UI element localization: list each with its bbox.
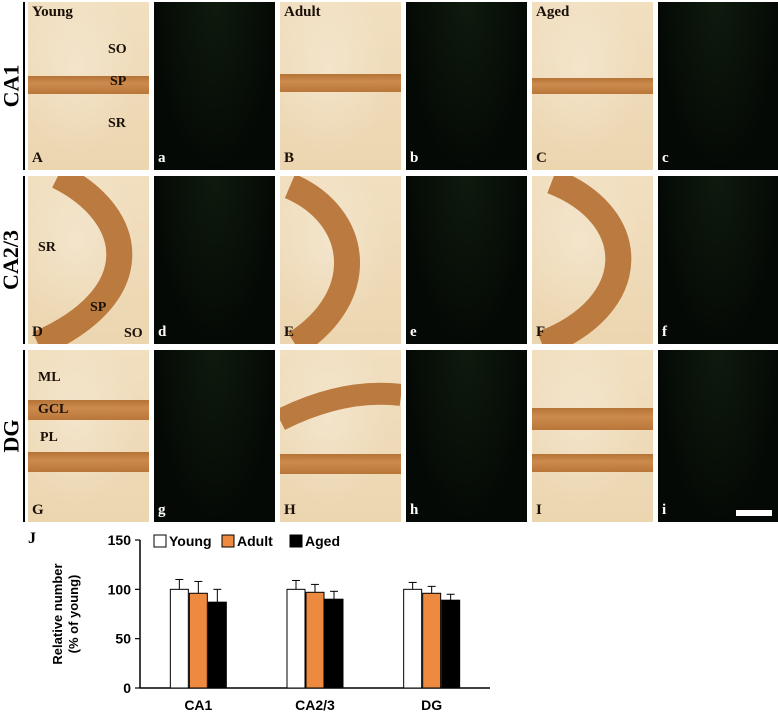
panel-g: g xyxy=(154,350,275,522)
stained-layer xyxy=(28,76,149,94)
panel-letter: h xyxy=(410,502,419,518)
y-axis-label: (% of young) xyxy=(66,575,81,654)
panel-h: h xyxy=(406,350,527,522)
bar-chart: 0 50 100 150 Relative number (% of young) CA1 C… xyxy=(50,532,490,713)
panel-letter: d xyxy=(158,324,167,340)
y-tick-label: 100 xyxy=(108,581,132,597)
panel-C: Aged C xyxy=(532,2,653,170)
panel-f: f xyxy=(658,176,778,344)
panel-B: Adult B xyxy=(280,2,401,170)
region-label: SO xyxy=(124,326,143,341)
row-divider xyxy=(23,176,25,344)
region-label: SR xyxy=(38,240,56,255)
y-tick-label: 150 xyxy=(108,532,132,548)
stained-layer xyxy=(284,176,360,344)
stained-layer xyxy=(32,176,133,344)
panel-D: SR SP SO D xyxy=(28,176,149,344)
panel-H: H xyxy=(280,350,401,522)
legend-label: Aged xyxy=(305,533,340,549)
stained-layer xyxy=(28,400,149,420)
panel-title: Aged xyxy=(536,4,570,20)
panel-letter: E xyxy=(284,324,295,340)
stained-layer xyxy=(28,452,149,472)
panel-b: b xyxy=(406,2,527,170)
panel-title: Young xyxy=(32,4,73,20)
region-label: SP xyxy=(90,300,107,315)
panel-letter: D xyxy=(32,324,43,340)
panel-letter: C xyxy=(536,150,547,166)
bar xyxy=(324,598,344,689)
stained-layer xyxy=(537,176,632,344)
bar xyxy=(441,599,461,689)
bar xyxy=(188,592,208,689)
panel-a: a xyxy=(154,2,275,170)
legend-label: Adult xyxy=(237,533,273,549)
bar xyxy=(403,588,423,689)
panel-letter: a xyxy=(158,150,166,166)
panel-letter: H xyxy=(284,502,296,518)
stained-layer xyxy=(532,454,653,472)
panel-letter: f xyxy=(662,324,667,340)
panel-letter: G xyxy=(32,502,44,518)
row-divider xyxy=(23,350,25,522)
stained-layer xyxy=(280,454,401,474)
panel-G: ML GCL PL G xyxy=(28,350,149,522)
legend-label: Young xyxy=(169,533,212,549)
panel-d: d xyxy=(154,176,275,344)
y-axis-label: Relative number xyxy=(50,563,65,664)
panel-title: Adult xyxy=(284,4,321,20)
row-label-ca1: CA1 xyxy=(0,64,23,108)
bar xyxy=(169,588,189,689)
panel-i: i xyxy=(658,350,778,522)
panel-letter: F xyxy=(536,324,546,340)
panel-letter: i xyxy=(662,502,667,518)
panel-E: E xyxy=(280,176,401,344)
panel-e: e xyxy=(406,176,527,344)
panel-letter: A xyxy=(32,150,43,166)
row-label-ca23: CA2/3 xyxy=(0,230,24,290)
x-tick-label: CA2/3 xyxy=(295,697,335,713)
region-label: ML xyxy=(38,370,61,385)
x-tick-label: DG xyxy=(421,697,442,713)
panel-letter: g xyxy=(158,502,166,518)
panel-letter: B xyxy=(284,150,295,166)
region-label: PL xyxy=(40,430,58,445)
stained-layer xyxy=(280,74,401,92)
stained-layer xyxy=(532,78,653,94)
stained-layer xyxy=(280,382,401,430)
region-label: SO xyxy=(108,42,127,57)
panel-letter: c xyxy=(662,150,669,166)
y-tick-label: 50 xyxy=(115,631,131,647)
panel-letter: I xyxy=(536,502,542,518)
legend-swatch xyxy=(221,534,235,548)
x-tick-label: CA1 xyxy=(184,697,212,713)
bar xyxy=(305,591,325,689)
bar xyxy=(286,588,306,689)
panel-letter: e xyxy=(410,324,417,340)
region-label: SP xyxy=(110,74,127,89)
region-label: GCL xyxy=(38,402,69,417)
panel-c: c xyxy=(658,2,778,170)
panel-letter: b xyxy=(410,150,419,166)
bar xyxy=(422,592,442,689)
legend-swatch xyxy=(153,534,167,548)
bar xyxy=(207,601,227,689)
legend-swatch xyxy=(289,534,303,548)
panel-letter-J: J xyxy=(28,530,36,547)
row-label-dg: DG xyxy=(0,419,23,453)
panel-I: I xyxy=(532,350,653,522)
panel-A: Young SO SP SR A xyxy=(28,2,149,170)
panel-F: F xyxy=(532,176,653,344)
y-tick-label: 0 xyxy=(123,680,131,696)
stained-layer xyxy=(532,408,653,430)
region-label: SR xyxy=(108,116,126,131)
row-divider xyxy=(23,2,25,170)
scale-bar xyxy=(736,510,772,516)
